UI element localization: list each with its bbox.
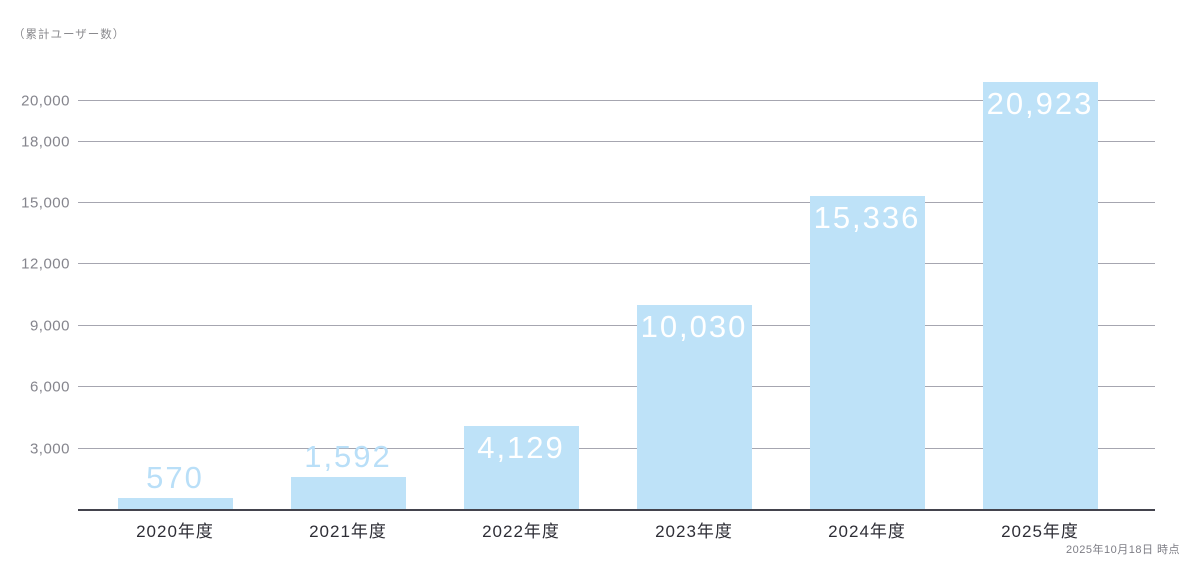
gridline xyxy=(78,447,1155,449)
x-tick-label: 2021年度 xyxy=(309,522,387,541)
x-axis-tick-labels: 2020年度 2021年度 2022年度 2023年度 2024年度 2025年度 xyxy=(78,517,1155,541)
plot-area: 570 1,592 4,129 10,030 15,336 20,923 xyxy=(78,70,1155,510)
gridline xyxy=(78,202,1155,203)
bar-value-label: 15,336 xyxy=(813,200,921,236)
x-tick-label: 2020年度 xyxy=(136,522,214,541)
y-tick-label: 12,000 xyxy=(21,255,70,273)
gridline xyxy=(78,324,1155,326)
bar-2025年度 xyxy=(982,81,1098,510)
x-tick-label: 2022年度 xyxy=(482,522,560,541)
gridline xyxy=(78,386,1155,388)
bar-2024年度 xyxy=(809,196,925,510)
x-tick-label: 2024年度 xyxy=(828,522,906,541)
gridline xyxy=(78,99,1155,101)
gridline xyxy=(78,140,1155,142)
bar-2023年度 xyxy=(636,304,752,510)
x-axis-line xyxy=(78,509,1155,511)
bar-2021年度 xyxy=(290,477,406,510)
y-tick-label: 6,000 xyxy=(29,378,70,396)
bar-value-label: 10,030 xyxy=(640,308,748,344)
y-tick-label: 9,000 xyxy=(29,317,70,335)
y-tick-label: 18,000 xyxy=(21,133,70,151)
as-of-date-footnote: 2025年10月18日 時点 xyxy=(1066,544,1180,556)
bar-value-label: 20,923 xyxy=(986,85,1094,121)
y-axis-unit-label: （累計ユーザー数） xyxy=(13,29,126,41)
bar-value-label: 1,592 xyxy=(304,439,392,475)
y-tick-label: 3,000 xyxy=(29,440,70,458)
x-tick-label: 2025年度 xyxy=(1001,522,1079,541)
x-tick-label: 2023年度 xyxy=(655,522,733,541)
bar-2020年度 xyxy=(117,498,233,510)
gridline xyxy=(78,263,1155,265)
y-tick-label: 15,000 xyxy=(21,194,70,212)
bar-value-label: 4,129 xyxy=(477,429,565,465)
bar-value-label: 570 xyxy=(146,460,204,496)
y-tick-label: 20,000 xyxy=(21,92,70,110)
bar-2022年度 xyxy=(463,425,579,510)
y-axis-tick-labels: 3,000 6,000 9,000 12,000 15,000 18,000 20,000 xyxy=(0,70,70,510)
